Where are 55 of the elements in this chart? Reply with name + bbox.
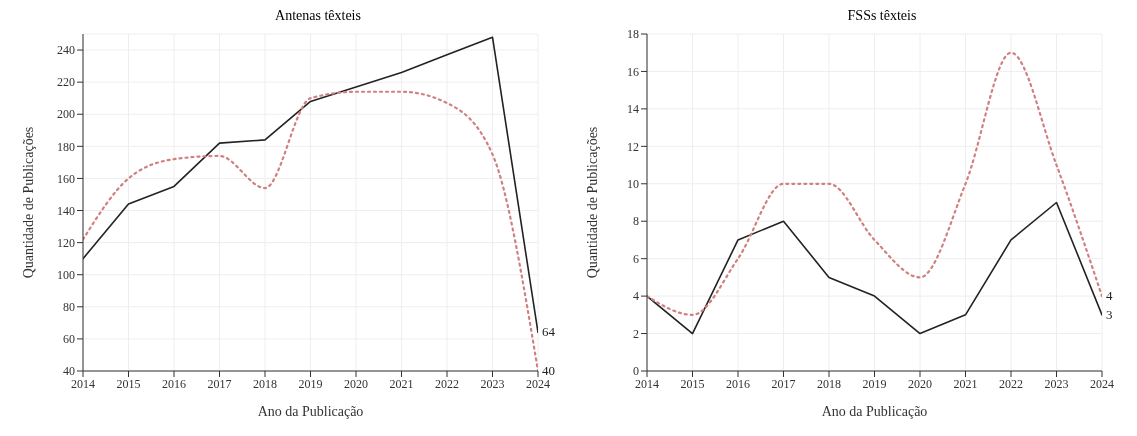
x-tick-label: 2024 — [526, 376, 550, 391]
y-tick-label: 120 — [57, 235, 75, 250]
data-label: 40 — [542, 363, 555, 378]
y-tick-label: 60 — [63, 332, 75, 347]
x-tick-label: 2023 — [1044, 376, 1069, 391]
y-tick-label: 8 — [633, 214, 639, 229]
y-tick-label: 14 — [627, 102, 639, 117]
x-tick-label: 2022 — [435, 376, 459, 391]
chart-title: FSSs têxteis — [846, 8, 918, 25]
x-tick-label: 2017 — [771, 376, 796, 391]
x-tick-label: 2017 — [207, 376, 232, 391]
y-tick-label: 180 — [57, 139, 75, 154]
data-label: 64 — [542, 324, 556, 340]
x-tick-label: 2019 — [862, 376, 887, 391]
y-tick-label: 200 — [57, 107, 75, 122]
x-tick-label: 2021 — [389, 376, 414, 391]
x-tick-label: 2021 — [953, 376, 978, 391]
x-tick-label: 2016 — [162, 376, 186, 391]
x-axis-title: Ano da Publicação — [821, 404, 928, 419]
y-tick-label: 0 — [633, 364, 639, 379]
x-tick-label: 2018 — [253, 376, 277, 391]
y-tick-label: 100 — [57, 267, 75, 282]
y-axis-title: Quantidade de Publicações — [584, 126, 600, 279]
y-tick-label: 220 — [57, 75, 75, 90]
x-tick-label: 2014 — [71, 376, 95, 391]
y-axis-title: Quantidade de Publicações — [20, 126, 36, 279]
x-tick-label: 2015 — [680, 376, 705, 391]
x-tick-label: 2024 — [1090, 376, 1114, 391]
x-tick-label: 2019 — [298, 376, 323, 391]
y-tick-label: 140 — [57, 203, 75, 218]
x-tick-label: 2016 — [726, 376, 750, 391]
x-tick-label: 2020 — [344, 376, 368, 391]
y-tick-label: 240 — [57, 43, 75, 58]
data-label: 4 — [1106, 288, 1113, 304]
x-tick-label: 2022 — [999, 376, 1023, 391]
y-tick-label: 4 — [633, 289, 639, 304]
line-series — [647, 51, 1102, 316]
x-tick-label: 2023 — [480, 376, 505, 391]
x-tick-label: 2020 — [908, 376, 932, 391]
data-label: 3 — [1106, 306, 1113, 322]
y-tick-label: 10 — [627, 177, 639, 192]
y-tick-label: 6 — [633, 251, 639, 266]
y-tick-label: 12 — [627, 139, 639, 154]
y-tick-label: 40 — [63, 364, 75, 379]
x-tick-label: 2015 — [116, 376, 141, 391]
chart-title: Antenas têxteis — [274, 8, 362, 25]
line-series — [647, 201, 1102, 335]
y-tick-label: 160 — [57, 171, 75, 186]
x-axis-title: Ano da Publicação — [257, 404, 364, 419]
y-tick-label: 16 — [627, 64, 639, 79]
x-tick-label: 2018 — [817, 376, 841, 391]
x-tick-label: 2014 — [635, 376, 659, 391]
y-tick-label: 80 — [63, 300, 75, 315]
y-tick-label: 18 — [627, 27, 639, 42]
y-tick-label: 2 — [633, 326, 639, 341]
